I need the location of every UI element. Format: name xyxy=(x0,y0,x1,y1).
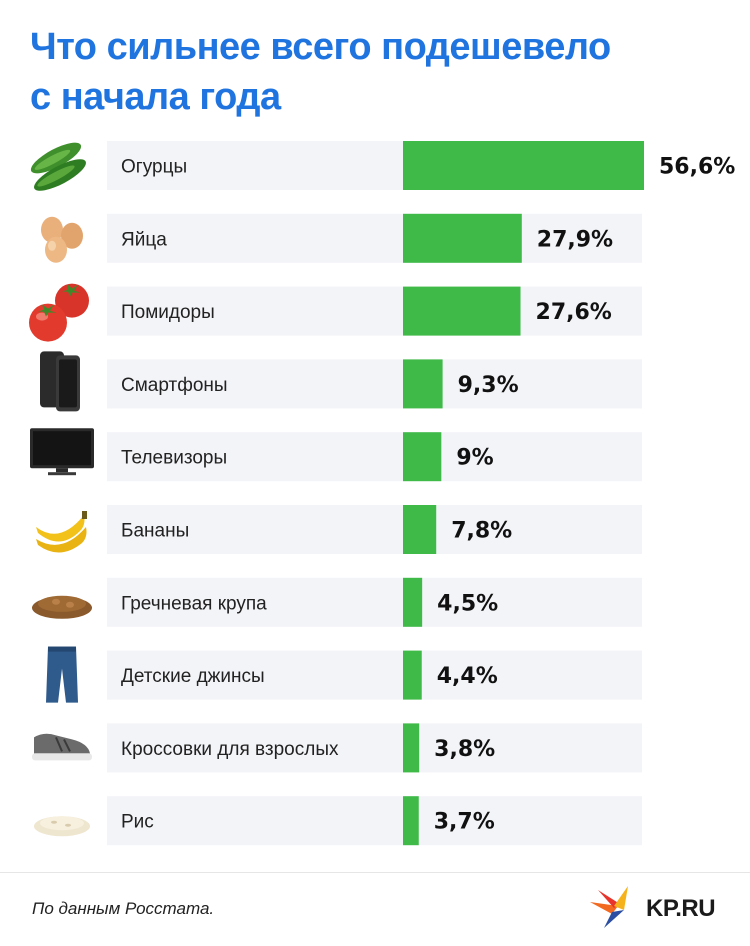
row-background xyxy=(107,723,642,773)
value-label: 27,9% xyxy=(537,227,613,252)
bar xyxy=(403,432,442,482)
source-note: По данным Росстата. xyxy=(32,899,215,918)
bar xyxy=(403,577,423,627)
sneaker-icon xyxy=(32,733,92,761)
category-label: Гречневая крупа xyxy=(121,593,267,614)
category-label: Яйца xyxy=(121,229,167,250)
value-label: 56,6% xyxy=(659,155,735,180)
category-label: Бананы xyxy=(121,521,189,542)
chart-row: Огурцы 56,6% xyxy=(30,141,735,191)
category-label: Рис xyxy=(121,812,154,833)
chart-row: Яйца 27,9% xyxy=(41,213,642,263)
footer-divider xyxy=(0,872,750,873)
value-label: 3,7% xyxy=(434,810,495,835)
chart-row: Рис 3,7% xyxy=(34,796,642,846)
bar xyxy=(403,723,420,773)
value-label: 4,4% xyxy=(437,664,498,689)
chart-row: Кроссовки для взрослых 3,8% xyxy=(32,723,642,773)
value-label: 4,5% xyxy=(437,591,498,616)
chart-row: Смартфоны 9,3% xyxy=(40,351,642,412)
chart-row: Детские джинсы 4,4% xyxy=(46,646,642,703)
title-line-2: с начала года xyxy=(30,76,281,118)
row-background xyxy=(107,432,642,482)
cucumber-icon xyxy=(30,142,86,191)
buckwheat-icon xyxy=(32,595,92,619)
bar xyxy=(403,650,422,700)
kp-bird-logo-icon xyxy=(590,886,628,928)
row-background xyxy=(107,796,642,846)
row-background xyxy=(107,650,642,700)
bar-chart: Огурцы 56,6% Яйца 27,9% Помидоры 27,6% Смартфо… xyxy=(29,141,735,846)
chart-row: Бананы 7,8% xyxy=(36,505,642,554)
eggs-icon xyxy=(41,216,83,263)
bar xyxy=(403,505,437,554)
bar xyxy=(403,141,644,190)
category-label: Огурцы xyxy=(121,157,187,178)
bar xyxy=(403,286,521,336)
title-line-1: Что сильнее всего подешевело xyxy=(30,26,611,68)
bar xyxy=(403,359,443,409)
category-label: Смартфоны xyxy=(121,375,228,396)
category-label: Телевизоры xyxy=(121,448,227,469)
tomato-icon xyxy=(29,283,89,342)
row-background xyxy=(107,577,642,627)
jeans-icon xyxy=(46,646,78,703)
chart-row: Гречневая крупа 4,5% xyxy=(32,577,642,627)
row-background xyxy=(107,213,642,263)
chart-row: Телевизоры 9% xyxy=(30,428,642,482)
bar xyxy=(403,796,419,846)
value-label: 9% xyxy=(456,446,493,471)
rice-icon xyxy=(34,816,90,837)
value-label: 27,6% xyxy=(536,300,612,325)
row-background xyxy=(107,286,642,336)
category-label: Помидоры xyxy=(121,302,215,323)
value-label: 7,8% xyxy=(451,519,512,544)
row-background xyxy=(107,359,642,409)
bar xyxy=(403,213,522,263)
row-background xyxy=(107,505,642,554)
smartphone-icon xyxy=(40,351,80,412)
chart-row: Помидоры 27,6% xyxy=(29,283,642,342)
value-label: 3,8% xyxy=(434,737,495,762)
tv-icon xyxy=(30,428,94,476)
logo-text: KP.RU xyxy=(646,895,716,922)
banana-icon xyxy=(36,511,87,553)
kp-logo[interactable]: KP.RU xyxy=(588,882,728,932)
chart-title: Что сильнее всего подешевело с начала го… xyxy=(30,22,720,122)
category-label: Кроссовки для взрослых xyxy=(121,739,339,760)
category-label: Детские джинсы xyxy=(121,666,265,687)
value-label: 9,3% xyxy=(458,373,519,398)
